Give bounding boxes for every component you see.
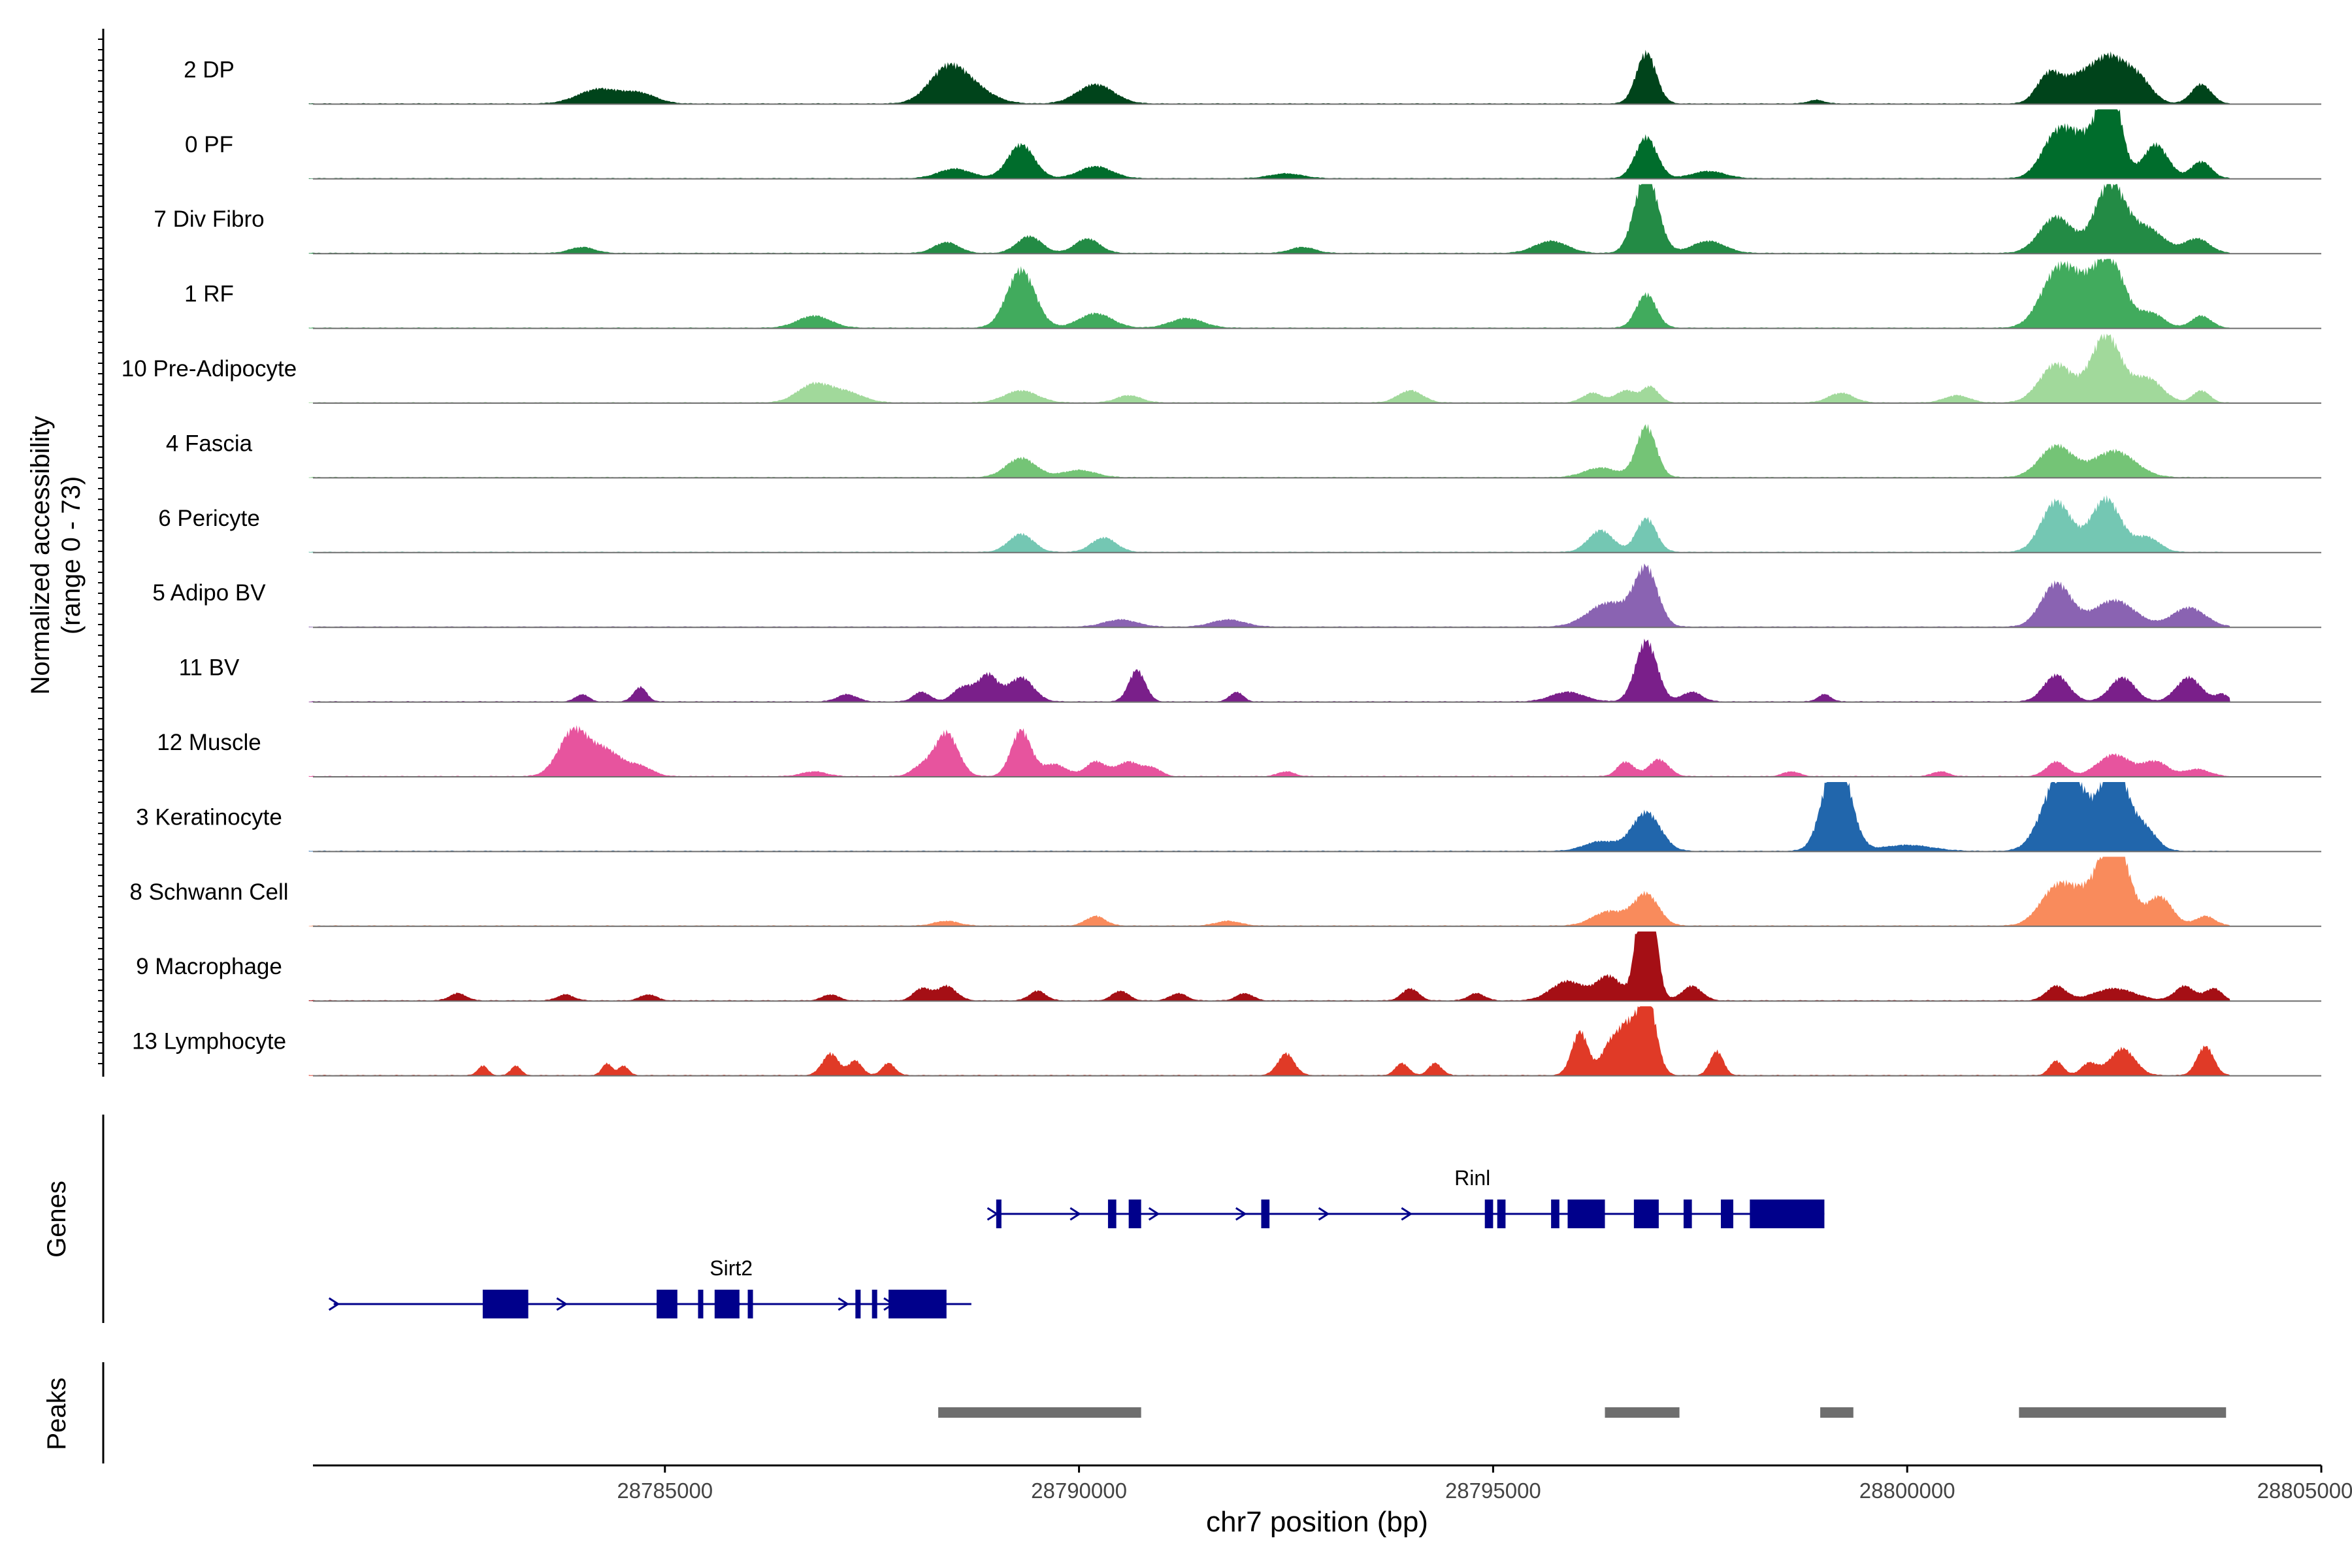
gene-exon xyxy=(996,1200,1002,1228)
gene-label: Rinl xyxy=(1454,1166,1490,1190)
track-signal xyxy=(308,782,2230,852)
x-axis-label: chr7 position (bp) xyxy=(1206,1506,1428,1538)
track-label: 13 Lymphocyte xyxy=(132,1029,286,1054)
track-signal xyxy=(308,1006,2230,1076)
track-signal xyxy=(308,857,2230,926)
track-signal xyxy=(308,725,2230,777)
gene-exon xyxy=(889,1290,947,1318)
track-label: 9 Macrophage xyxy=(136,954,282,979)
track-11: 3 Keratinocyte xyxy=(136,782,2321,853)
track-label: 7 Div Fibro xyxy=(154,206,264,232)
track-signal xyxy=(308,563,2230,628)
gene-exon xyxy=(1261,1200,1270,1228)
track-label: 5 Adipo BV xyxy=(152,580,266,606)
track-1: 2 DP xyxy=(184,50,2321,105)
track-label: 8 Schwann Cell xyxy=(129,879,288,905)
track-label: 3 Keratinocyte xyxy=(136,804,282,830)
track-4: 1 RF xyxy=(184,259,2321,329)
gene-label: Sirt2 xyxy=(710,1256,753,1280)
track-signal xyxy=(308,109,2230,179)
x-tick-label: 28785000 xyxy=(617,1478,713,1503)
peak-regions xyxy=(938,1407,2227,1418)
track-label: 11 BV xyxy=(179,655,240,681)
x-tick-label: 28800000 xyxy=(1859,1478,1955,1503)
track-label: 6 Pericyte xyxy=(158,506,260,531)
track-label: 1 RF xyxy=(184,282,234,307)
track-signal xyxy=(308,495,2230,553)
track-10: 12 Muscle xyxy=(157,725,2321,777)
gene-exon xyxy=(1750,1200,1825,1228)
gene-exon xyxy=(1484,1200,1494,1228)
gene-exon xyxy=(714,1290,740,1318)
gene-exon xyxy=(855,1290,861,1318)
x-tick-label: 28790000 xyxy=(1031,1478,1127,1503)
strand-arrow xyxy=(1235,1207,1247,1221)
track-label: 12 Muscle xyxy=(157,730,261,755)
track-12: 8 Schwann Cell xyxy=(129,857,2321,927)
track-label: 10 Pre-Adipocyte xyxy=(122,356,297,382)
gene-exon xyxy=(1551,1200,1560,1228)
coverage-tracks: 2 DP 0 PF 7 Div Fibro 1 RF 10 Pre-Adipocyte 4… xyxy=(122,50,2321,1077)
strand-arrow xyxy=(1070,1207,1081,1221)
gene-exon xyxy=(1567,1200,1605,1228)
tracks-y-axis-ticks xyxy=(98,39,103,1064)
track-signal xyxy=(308,931,2230,1002)
track-13: 9 Macrophage xyxy=(136,931,2321,1002)
track-label: 2 DP xyxy=(184,57,235,82)
track-14: 13 Lymphocyte xyxy=(132,1006,2321,1077)
gene-exon xyxy=(482,1290,529,1318)
gene-exon xyxy=(1683,1200,1692,1228)
track-signal xyxy=(308,259,2230,329)
track-signal xyxy=(308,50,2230,105)
track-9: 11 BV xyxy=(179,638,2321,703)
peaks-panel-label: Peaks xyxy=(42,1377,71,1450)
strand-arrow xyxy=(1318,1207,1330,1221)
peak-region xyxy=(938,1407,1141,1418)
strand-arrow xyxy=(1148,1207,1160,1221)
gene-models: Rinl Sirt2 xyxy=(328,1166,1825,1318)
gene-exon xyxy=(1633,1200,1659,1228)
peak-region xyxy=(1605,1407,1680,1418)
strand-arrow xyxy=(556,1297,568,1311)
strand-arrow xyxy=(838,1297,850,1311)
gene-exon xyxy=(1497,1200,1506,1228)
x-tick-label: 28805000 xyxy=(2257,1478,2352,1503)
track-signal xyxy=(308,184,2230,254)
gene-exon xyxy=(872,1290,877,1318)
track-7: 6 Pericyte xyxy=(158,495,2321,553)
track-2: 0 PF xyxy=(185,109,2321,180)
track-signal xyxy=(308,424,2230,478)
genes-panel-label: Genes xyxy=(42,1181,71,1258)
x-axis: 28785000 28790000 28795000 28800000 28805000 xyxy=(617,1465,2352,1503)
track-6: 4 Fascia xyxy=(166,424,2321,479)
track-5: 10 Pre-Adipocyte xyxy=(122,333,2321,404)
track-8: 5 Adipo BV xyxy=(152,563,2321,629)
track-3: 7 Div Fibro xyxy=(154,184,2321,255)
tracks-y-axis-label-line1: Normalized accessibility xyxy=(26,416,55,695)
x-tick-label: 28795000 xyxy=(1445,1478,1541,1503)
gene-exon xyxy=(698,1290,704,1318)
track-signal xyxy=(308,333,2230,403)
strand-arrow xyxy=(987,1207,999,1221)
strand-arrow xyxy=(328,1297,340,1311)
tracks-y-axis-label-line2: (range 0 - 73) xyxy=(57,476,86,634)
peak-region xyxy=(2019,1407,2227,1418)
gene-exon xyxy=(747,1290,753,1318)
gene-rinl: Rinl xyxy=(987,1166,1825,1228)
peak-region xyxy=(1820,1407,1854,1418)
gene-exon xyxy=(657,1290,678,1318)
gene-sirt2: Sirt2 xyxy=(328,1256,972,1318)
gene-exon xyxy=(1720,1200,1733,1228)
track-label: 4 Fascia xyxy=(166,431,253,456)
track-label: 0 PF xyxy=(185,132,233,157)
gene-exon xyxy=(1128,1200,1141,1228)
strand-arrow xyxy=(1401,1207,1413,1221)
track-signal xyxy=(308,638,2230,702)
gene-exon xyxy=(1107,1200,1117,1228)
